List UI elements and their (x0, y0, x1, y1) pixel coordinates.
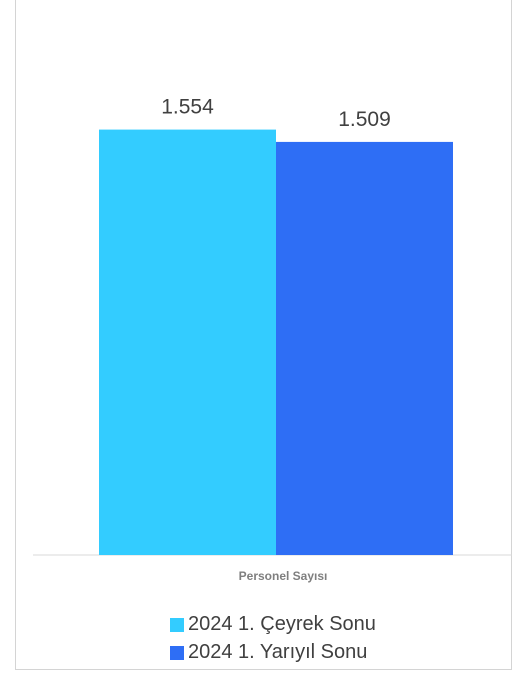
chart-frame (15, 0, 512, 670)
legend: 2024 1. Çeyrek Sonu 2024 1. Yarıyıl Sonu (170, 610, 376, 666)
legend-item-q1: 2024 1. Çeyrek Sonu (170, 610, 376, 638)
data-label-q1: 1.554 (161, 96, 214, 119)
data-label-group: 1.554 1.509 (161, 96, 391, 131)
bar-h1 (276, 141, 453, 555)
bar-q1 (99, 129, 276, 555)
legend-item-h1: 2024 1. Yarıyıl Sonu (170, 638, 376, 666)
category-label: Personel Sayısı (239, 569, 328, 583)
legend-label-q1: 2024 1. Çeyrek Sonu (188, 613, 376, 635)
bar-group (99, 129, 453, 555)
legend-swatch-h1 (170, 645, 184, 660)
legend-swatch-q1 (170, 617, 184, 632)
legend-label-h1: 2024 1. Yarıyıl Sonu (188, 641, 368, 663)
data-label-h1: 1.509 (338, 108, 391, 131)
